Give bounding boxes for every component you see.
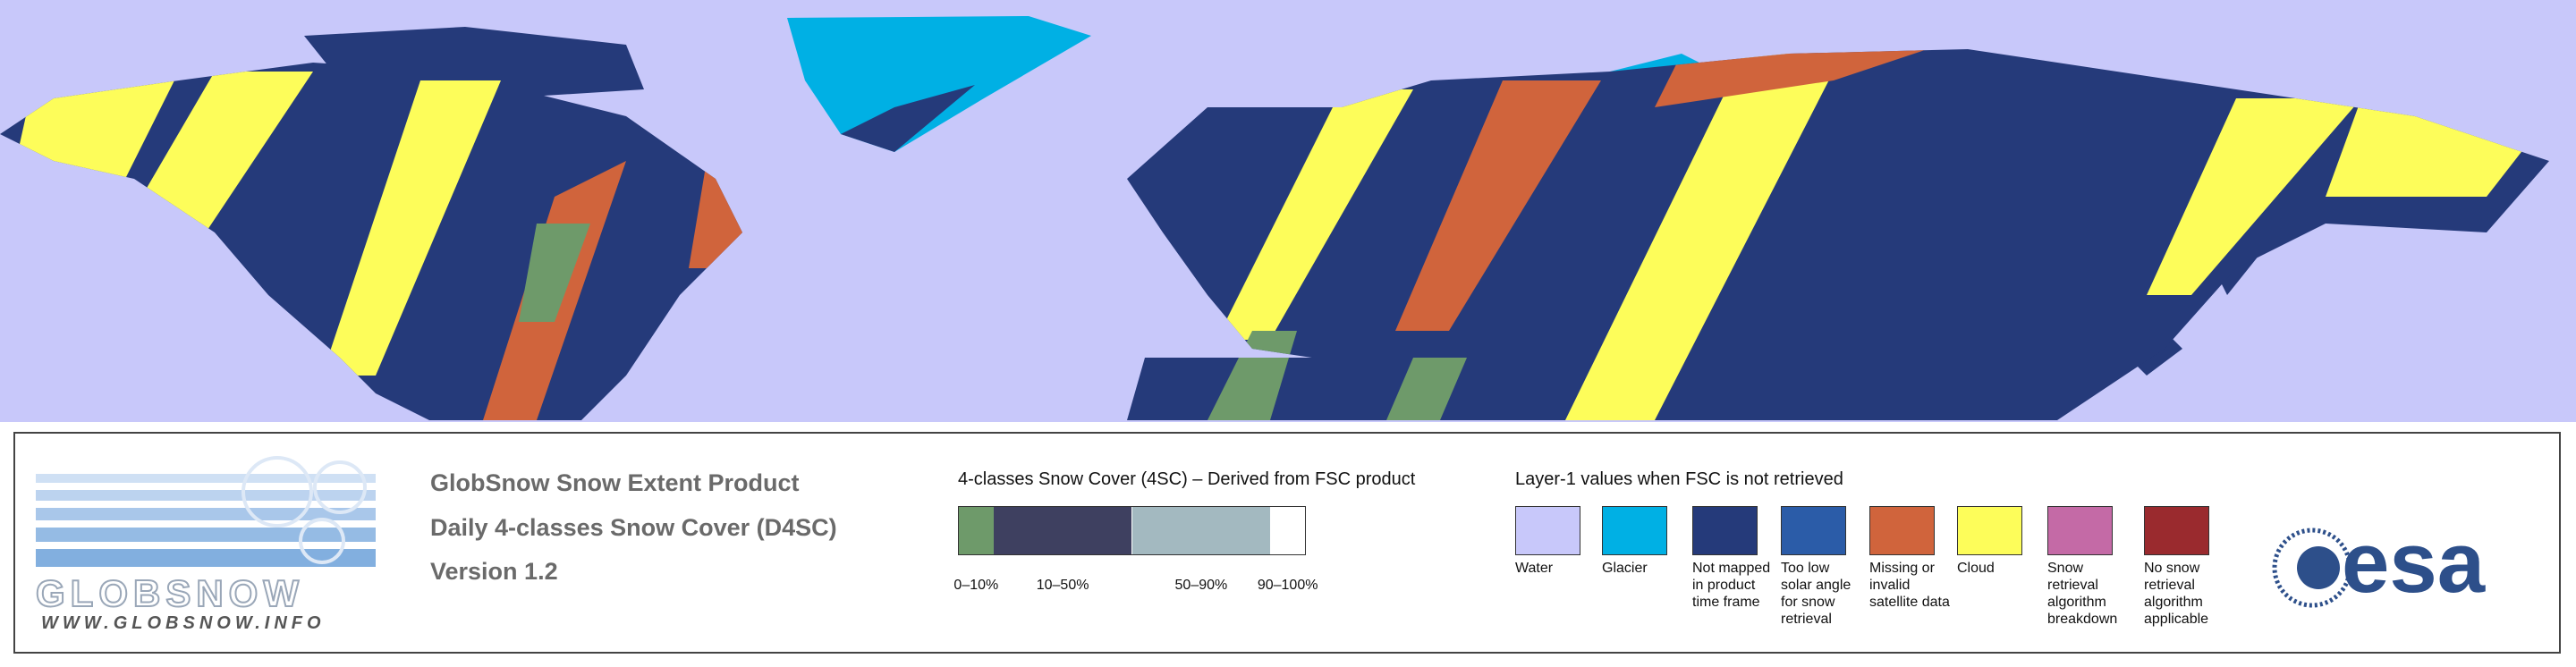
legend-swatch (1692, 506, 1758, 555)
scale-label: 50–90% (1174, 578, 1228, 593)
logo-wordmark: GLOBSNOW (35, 571, 304, 615)
esa-emblem (2272, 528, 2352, 608)
layer1-title: Layer-1 values when FSC is not retrieved (1515, 469, 1843, 489)
scale-bar (958, 506, 1306, 555)
legend-swatch (2144, 506, 2209, 555)
legend-swatch (1602, 506, 1667, 555)
scale-title: 4-classes Snow Cover (4SC) – Derived fro… (958, 469, 1416, 489)
legend-swatch (1957, 506, 2022, 555)
product-line: Daily 4-classes Snow Cover (D4SC) (430, 514, 837, 541)
scale-segment (1270, 507, 1305, 554)
scale-segment (1131, 507, 1271, 554)
legend-label: No snow retrieval algorithm applicable (2144, 561, 2209, 627)
legend-label: Not mapped in product time frame (1692, 561, 1771, 610)
legend-label: Glacier (1602, 561, 1648, 576)
snow-map (0, 0, 2576, 422)
scale-segment (993, 507, 1132, 554)
product-line: GlobSnow Snow Extent Product (430, 469, 800, 496)
legend-swatch (1781, 506, 1846, 555)
scale-segment (959, 507, 994, 554)
legend-label: Water (1515, 561, 1554, 576)
scale-label: 0–10% (953, 578, 999, 593)
legend-swatch (1515, 506, 1580, 555)
legend-label: Cloud (1957, 561, 1995, 576)
esa-wordmark: esa (2342, 515, 2486, 611)
product-line: Version 1.2 (430, 558, 558, 585)
globsnow-stripes (36, 456, 376, 567)
legend-label: Too low solar angle for snow retrieval (1781, 561, 1852, 627)
scale-label: 90–100% (1257, 578, 1318, 593)
legend-label: Missing or invalid satellite data (1869, 561, 1950, 610)
logo-url: WWW.GLOBSNOW.INFO (41, 613, 326, 633)
legend-swatch (1869, 506, 1935, 555)
legend-swatch (2047, 506, 2113, 555)
legend-label: Snow retrieval algorithm breakdown (2047, 561, 2118, 627)
scale-label: 10–50% (1036, 578, 1089, 593)
legend-panel (13, 432, 2561, 654)
